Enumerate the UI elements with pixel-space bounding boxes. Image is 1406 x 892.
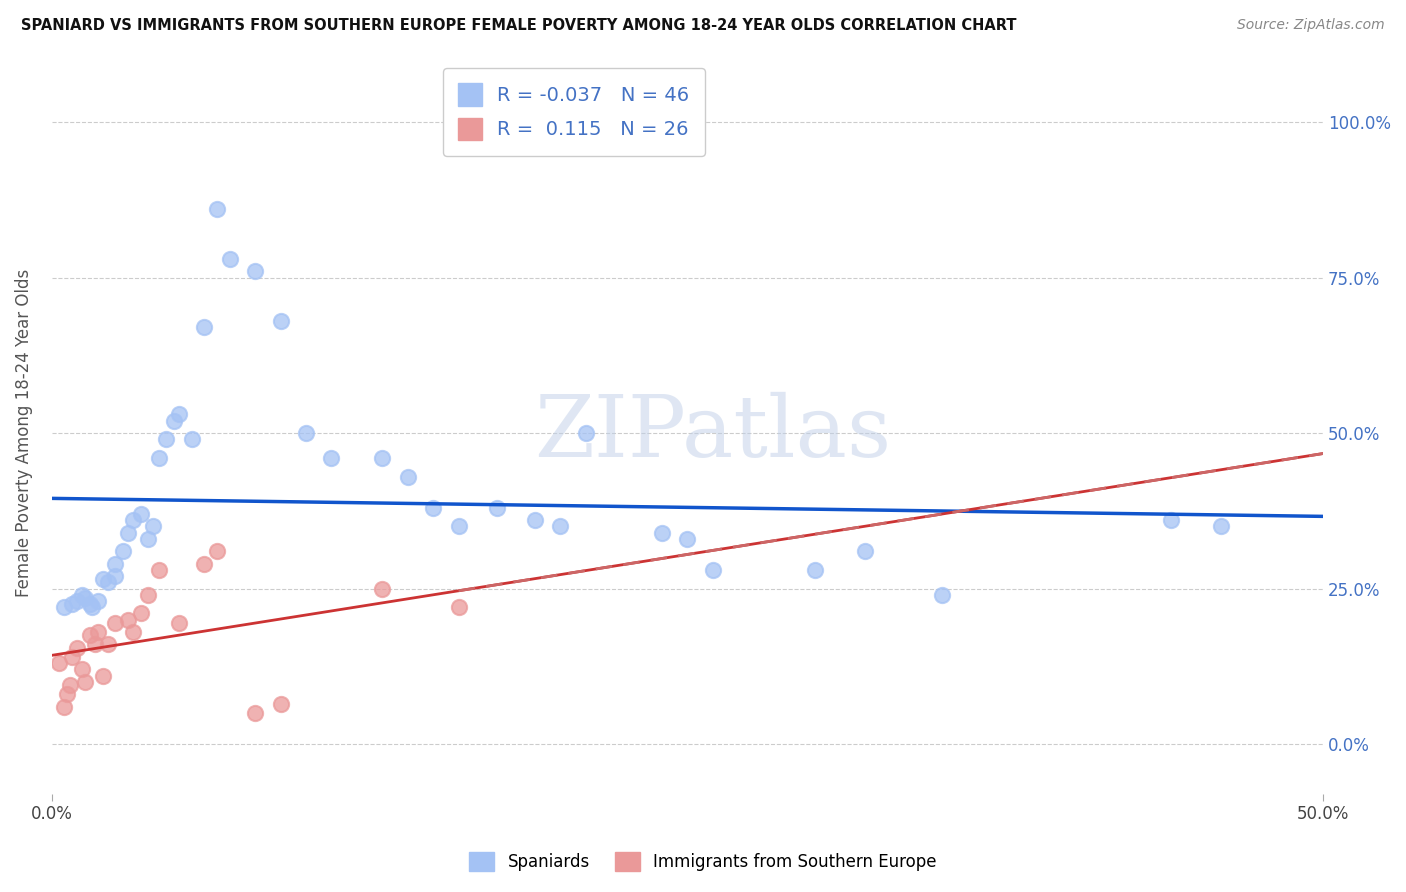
Point [193,557,215,571]
Point [148,450,170,465]
Point [117,613,139,627]
Point [1160,513,1182,527]
Point [91,572,114,586]
Point [142,519,165,533]
Point [447,600,470,615]
Point [218,252,240,266]
Text: SPANIARD VS IMMIGRANTS FROM SOUTHERN EUROPE FEMALE POVERTY AMONG 18-24 YEAR OLDS: SPANIARD VS IMMIGRANTS FROM SOUTHERN EUR… [21,18,1017,33]
Point [97,575,120,590]
Point [575,426,598,441]
Legend: Spaniards, Immigrants from Southern Europe: Spaniards, Immigrants from Southern Euro… [461,843,945,880]
Point [79,597,101,611]
Point [72,662,94,676]
Point [1211,519,1233,533]
Point [371,582,394,596]
Point [371,450,394,465]
Point [104,615,127,630]
Point [702,563,724,577]
Point [270,314,292,328]
Point [167,615,190,630]
Point [111,544,134,558]
Point [523,513,546,527]
Point [122,513,145,527]
Point [321,450,343,465]
Point [243,706,266,720]
Point [270,697,292,711]
Point [79,628,101,642]
Point [129,607,152,621]
Y-axis label: Female Poverty Among 18-24 Year Olds: Female Poverty Among 18-24 Year Olds [15,269,32,598]
Point [138,588,160,602]
Point [138,532,160,546]
Point [163,414,186,428]
Point [485,500,508,515]
Point [167,408,190,422]
Point [91,668,114,682]
Point [295,426,318,441]
Point [60,649,83,664]
Point [447,519,470,533]
Point [58,678,80,692]
Point [86,594,108,608]
Point [855,544,877,558]
Point [56,687,79,701]
Point [803,563,825,577]
Point [66,640,89,655]
Point [122,625,145,640]
Legend: R = -0.037   N = 46, R =  0.115   N = 26: R = -0.037 N = 46, R = 0.115 N = 26 [443,68,704,155]
Point [97,638,120,652]
Point [117,525,139,540]
Point [82,600,104,615]
Point [931,588,953,602]
Point [53,600,76,615]
Point [243,264,266,278]
Point [48,656,70,670]
Point [66,594,89,608]
Point [550,519,572,533]
Text: Source: ZipAtlas.com: Source: ZipAtlas.com [1237,18,1385,32]
Point [86,625,108,640]
Point [193,320,215,334]
Point [396,469,419,483]
Point [73,674,96,689]
Point [60,597,83,611]
Point [84,638,107,652]
Point [129,507,152,521]
Point [205,202,228,217]
Point [53,699,76,714]
Point [148,563,170,577]
Point [676,532,699,546]
Point [73,591,96,605]
Point [422,500,444,515]
Point [155,433,177,447]
Point [72,588,94,602]
Point [205,544,228,558]
Point [651,525,673,540]
Text: ZIPatlas: ZIPatlas [534,392,891,475]
Point [180,433,202,447]
Point [104,557,127,571]
Point [104,569,127,583]
